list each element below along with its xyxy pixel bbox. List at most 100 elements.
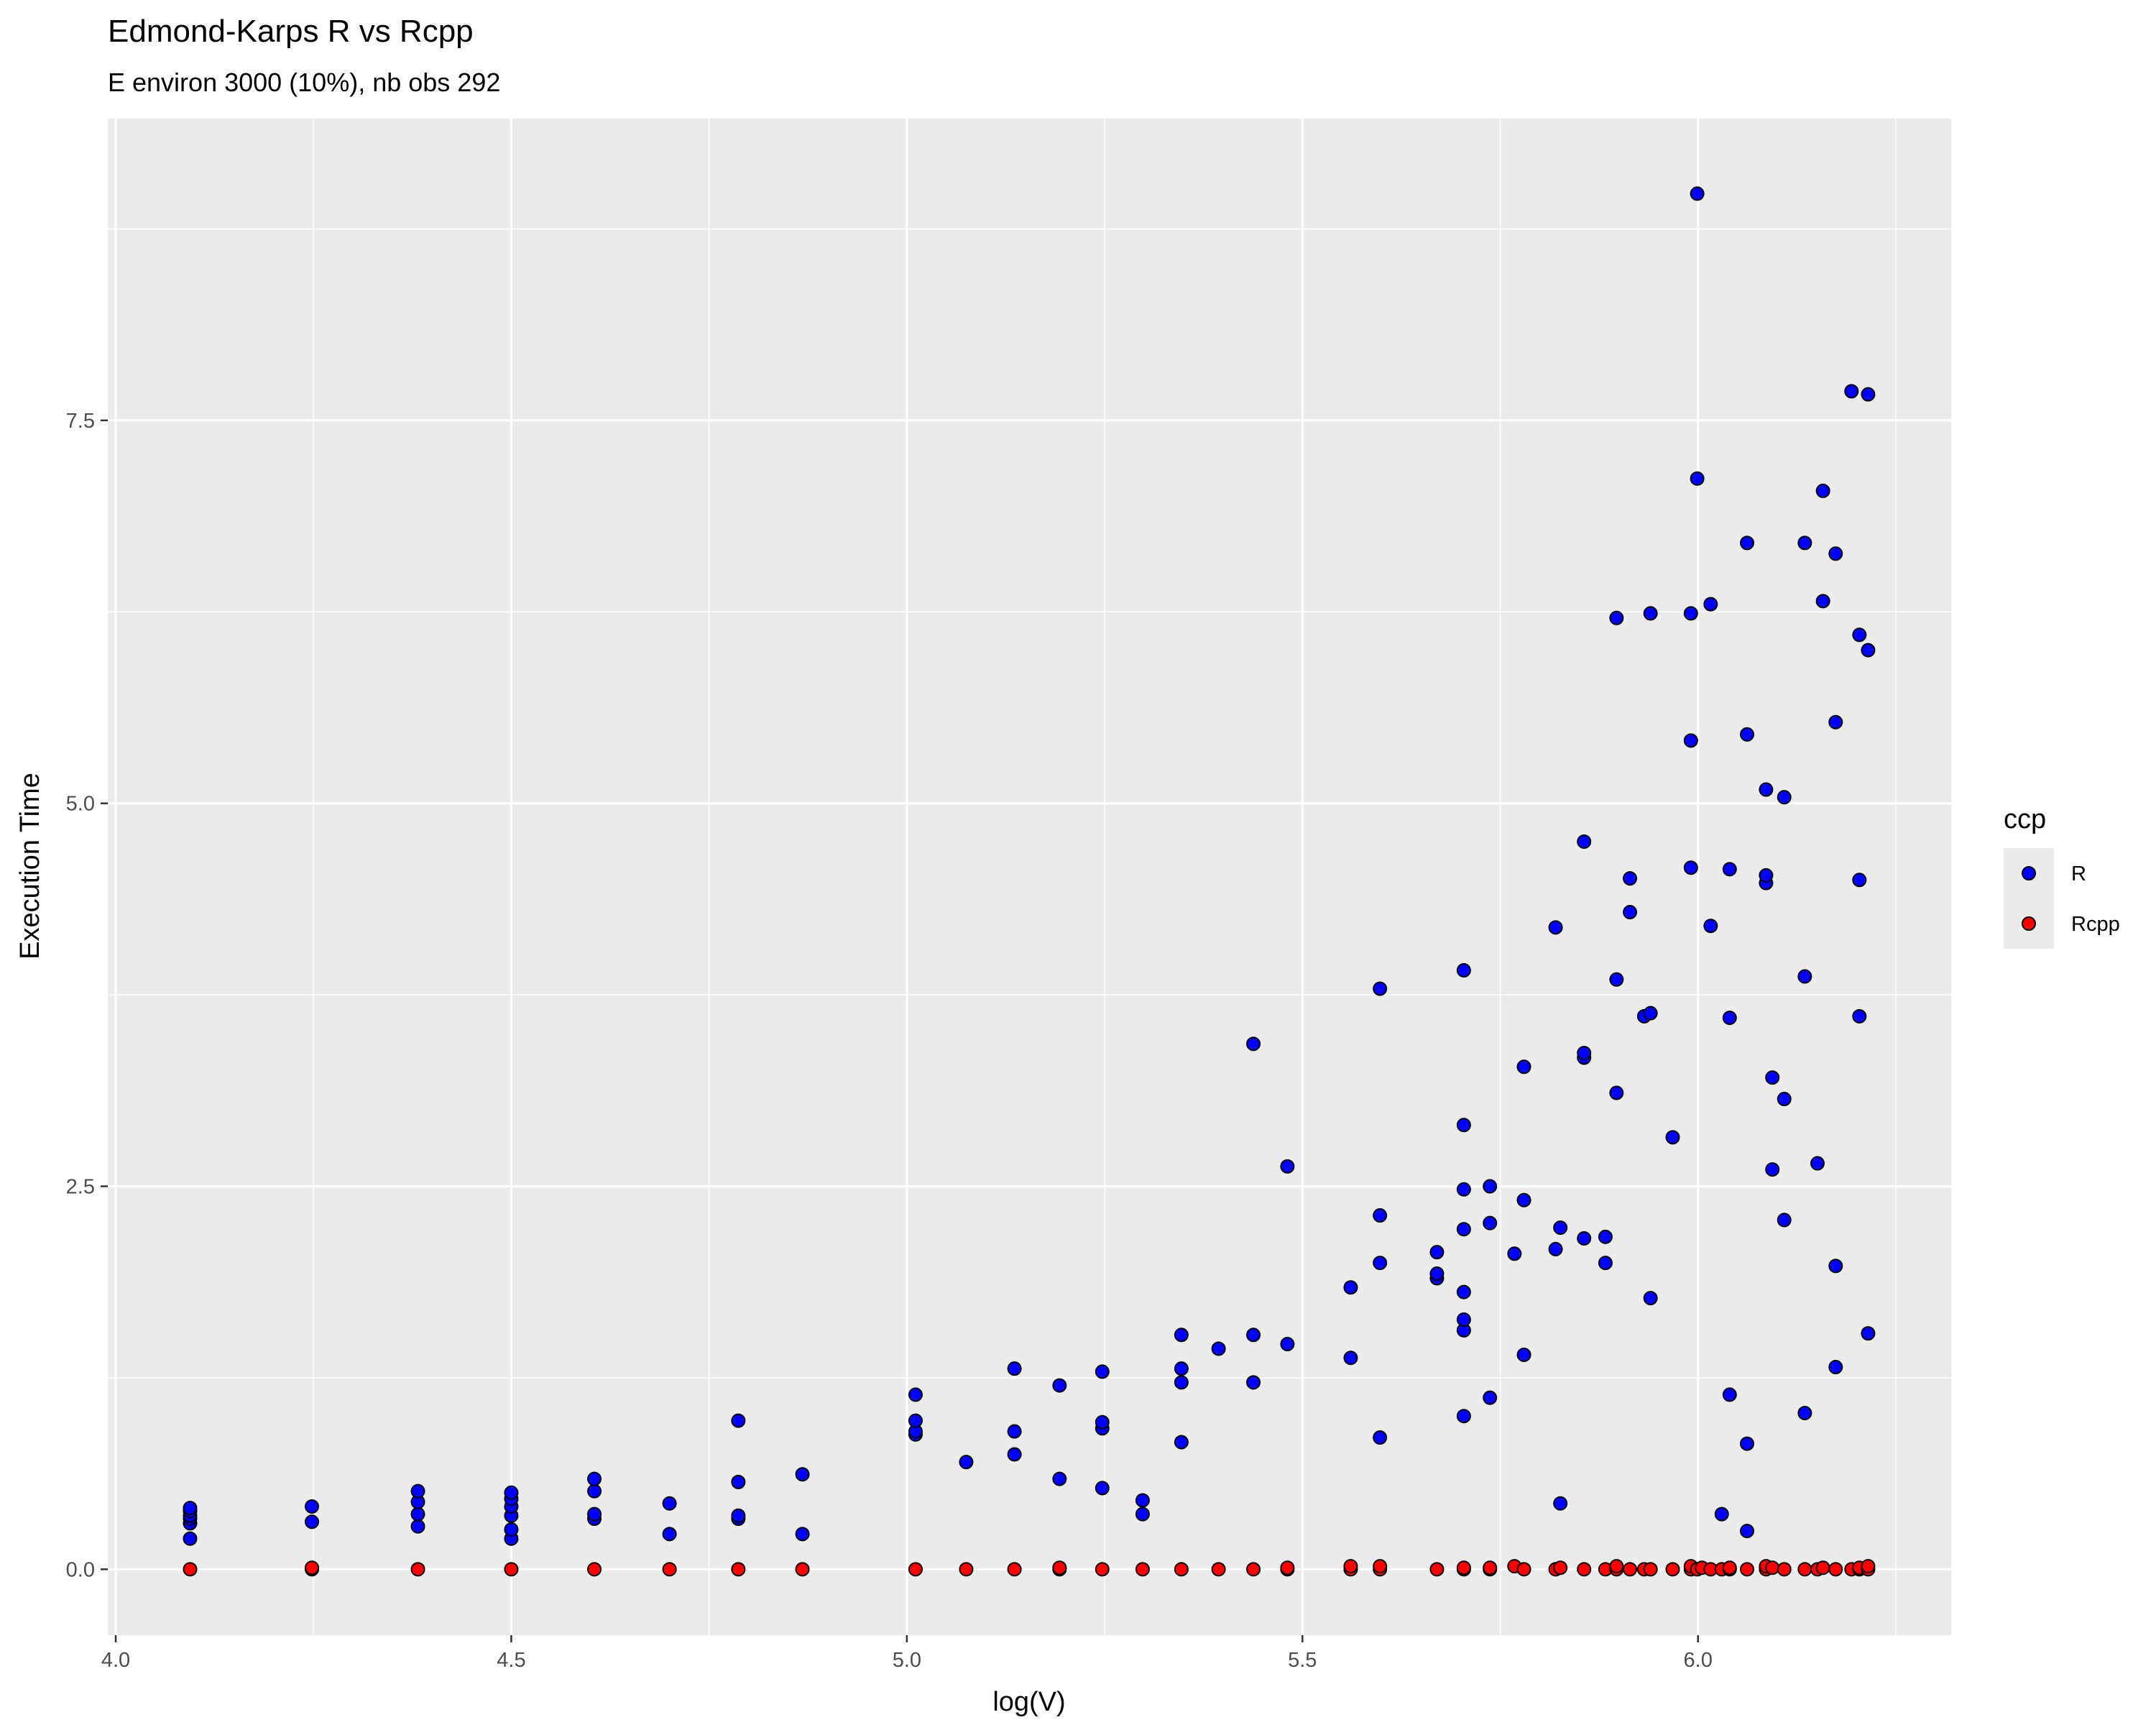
data-point-r (1714, 1506, 1729, 1522)
data-point-r (1246, 1375, 1261, 1390)
data-point-r (1739, 727, 1754, 742)
data-point-r (1343, 1351, 1358, 1366)
data-point-r (1683, 860, 1698, 875)
data-point-r (1456, 1182, 1471, 1197)
data-point-r (1609, 1085, 1624, 1100)
data-point-rcpp (1739, 1562, 1754, 1577)
data-point-r (1739, 535, 1754, 551)
data-point-r (1052, 1471, 1067, 1486)
grid-major (108, 119, 1951, 1635)
data-point-r (1577, 1230, 1592, 1246)
data-point-r (1765, 1070, 1780, 1085)
data-point-rcpp (504, 1562, 519, 1577)
data-point-r (305, 1499, 320, 1514)
data-point-r (1690, 471, 1705, 486)
data-point-r (1623, 871, 1638, 886)
data-point-r (1759, 782, 1774, 797)
data-point-r (1246, 1328, 1261, 1343)
data-point-r (959, 1455, 974, 1470)
data-point-r (1548, 920, 1563, 935)
y-tick-label: 5.0 (66, 793, 95, 816)
data-point-r (1343, 1280, 1358, 1295)
data-point-rcpp (1643, 1562, 1658, 1577)
data-point-r (1665, 1130, 1680, 1145)
data-point-r (1643, 1291, 1658, 1306)
data-point-rcpp (1174, 1562, 1189, 1577)
data-point-r (908, 1413, 923, 1428)
data-point-rcpp (1373, 1559, 1388, 1574)
data-point-r (1174, 1435, 1189, 1450)
data-point-r (1483, 1215, 1498, 1230)
data-point-r (1703, 919, 1718, 934)
data-point-r (1828, 714, 1843, 730)
y-axis-title: Execution Time (15, 773, 45, 960)
data-point-r (1456, 963, 1471, 978)
data-point-r (1007, 1447, 1022, 1462)
data-point-rcpp (1722, 1560, 1737, 1576)
data-point-r (1174, 1375, 1189, 1390)
data-point-r (1861, 643, 1876, 658)
data-point-r (504, 1485, 519, 1500)
legend-key-r (2022, 866, 2036, 880)
data-point-r (908, 1387, 923, 1402)
data-point-r (1052, 1378, 1067, 1393)
data-point-rcpp (1429, 1562, 1445, 1577)
data-point-r (1577, 1046, 1592, 1061)
data-point-rcpp (1456, 1560, 1471, 1576)
chart-subtitle: E environ 3000 (10%), nb obs 292 (108, 68, 500, 97)
data-point-rcpp (183, 1562, 198, 1577)
data-point-r (1852, 873, 1867, 888)
data-point-r (1456, 1312, 1471, 1327)
data-point-r (1703, 597, 1718, 612)
data-point-rcpp (908, 1562, 923, 1577)
data-point-r (1815, 483, 1830, 498)
data-point-r (305, 1514, 320, 1530)
data-point-r (1797, 1405, 1812, 1420)
data-point-r (1211, 1341, 1226, 1356)
data-point-r (410, 1484, 425, 1499)
data-point-r (1373, 1208, 1388, 1223)
data-point-r (183, 1531, 198, 1546)
data-point-r (1643, 1006, 1658, 1021)
points-layer (183, 186, 1876, 1577)
data-point-r (1007, 1361, 1022, 1376)
chart-title: Edmond-Karps R vs Rcpp (108, 14, 474, 49)
data-point-rcpp (731, 1562, 746, 1577)
data-point-r (1598, 1256, 1613, 1271)
data-point-r (1483, 1390, 1498, 1405)
legend-label-r: R (2071, 862, 2086, 886)
series-rcpp (183, 1559, 1876, 1577)
data-point-r (1174, 1361, 1189, 1376)
data-point-r (1828, 546, 1843, 561)
data-point-rcpp (1815, 1560, 1830, 1576)
x-axis-title: log(V) (992, 1687, 1065, 1717)
data-point-rcpp (305, 1560, 320, 1576)
data-point-r (1007, 1424, 1022, 1439)
x-axis: 4.0 4.5 5.0 5.5 6.0 (101, 1635, 1713, 1672)
data-point-r (1690, 186, 1705, 201)
data-point-rcpp (1577, 1562, 1592, 1577)
data-point-rcpp (1553, 1560, 1568, 1576)
data-point-rcpp (1861, 1559, 1876, 1574)
data-point-r (731, 1508, 746, 1523)
data-point-r (1623, 905, 1638, 920)
data-point-r (1777, 1213, 1792, 1228)
data-point-r (1280, 1337, 1295, 1352)
y-tick-label: 0.0 (66, 1558, 95, 1581)
data-point-r (1722, 1387, 1737, 1402)
data-point-r (1797, 969, 1812, 984)
data-point-r (410, 1506, 425, 1522)
legend-label-rcpp: Rcpp (2071, 913, 2120, 936)
data-point-r (1739, 1436, 1754, 1451)
y-tick-label: 2.5 (66, 1176, 95, 1199)
legend-key-rcpp (2022, 916, 2036, 931)
x-tick-label: 4.5 (497, 1649, 525, 1672)
data-point-r (1810, 1156, 1825, 1171)
data-point-rcpp (1007, 1562, 1022, 1577)
data-point-r (1828, 1360, 1843, 1375)
data-point-r (1553, 1220, 1568, 1236)
data-point-r (1429, 1245, 1445, 1260)
data-point-r (1516, 1059, 1531, 1075)
